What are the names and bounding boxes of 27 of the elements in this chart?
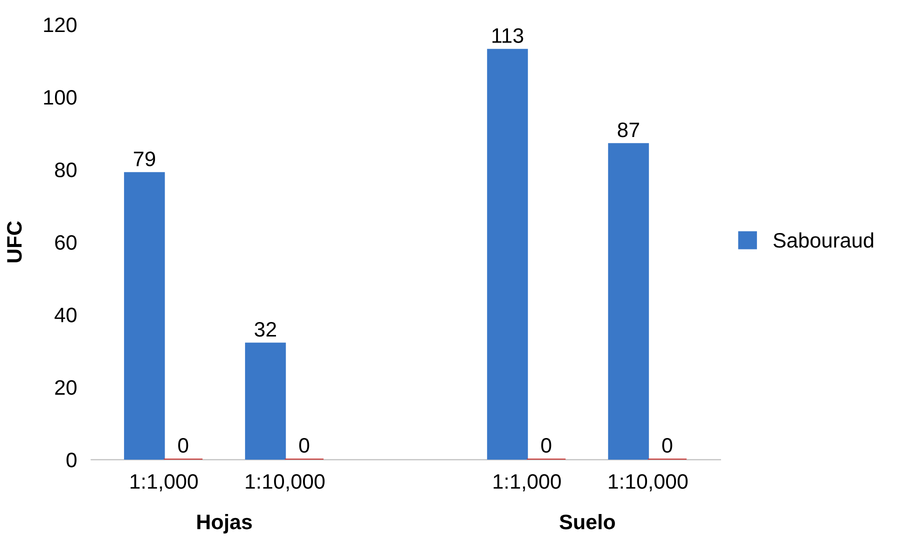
x-tick-label: 1:1,000 — [494, 474, 561, 492]
bar — [487, 48, 528, 460]
y-tick-label: 120 — [44, 17, 76, 32]
data-label: 113 — [492, 28, 524, 43]
data-label: 0 — [541, 438, 552, 453]
bar — [245, 342, 286, 460]
y-tick-label: 100 — [44, 90, 76, 105]
data-label: 0 — [178, 438, 188, 453]
y-tick-label: 80 — [55, 162, 76, 178]
text: Suelo — [560, 514, 615, 530]
bar — [124, 172, 165, 460]
y-tick-label: 0 — [66, 452, 76, 468]
x-tick-label: 1:10,000 — [246, 474, 325, 492]
data-label: 87 — [618, 122, 640, 138]
legend-label: Sabouraud — [774, 232, 874, 248]
text: Hojas — [197, 514, 252, 534]
bar — [608, 143, 649, 460]
y-tick-label: 60 — [55, 235, 76, 250]
y-tick-label: 40 — [54, 308, 76, 322]
data-label: 0 — [662, 438, 672, 453]
data-label: 0 — [299, 438, 310, 453]
y-tick-label: 20 — [55, 380, 76, 395]
y-axis-title: UFC — [7, 221, 22, 262]
data-label: 32 — [254, 322, 276, 337]
x-tick-label: 1:1,000 — [130, 474, 198, 492]
x-tick-label: 1:10,000 — [608, 474, 688, 492]
data-label: 79 — [134, 152, 156, 166]
